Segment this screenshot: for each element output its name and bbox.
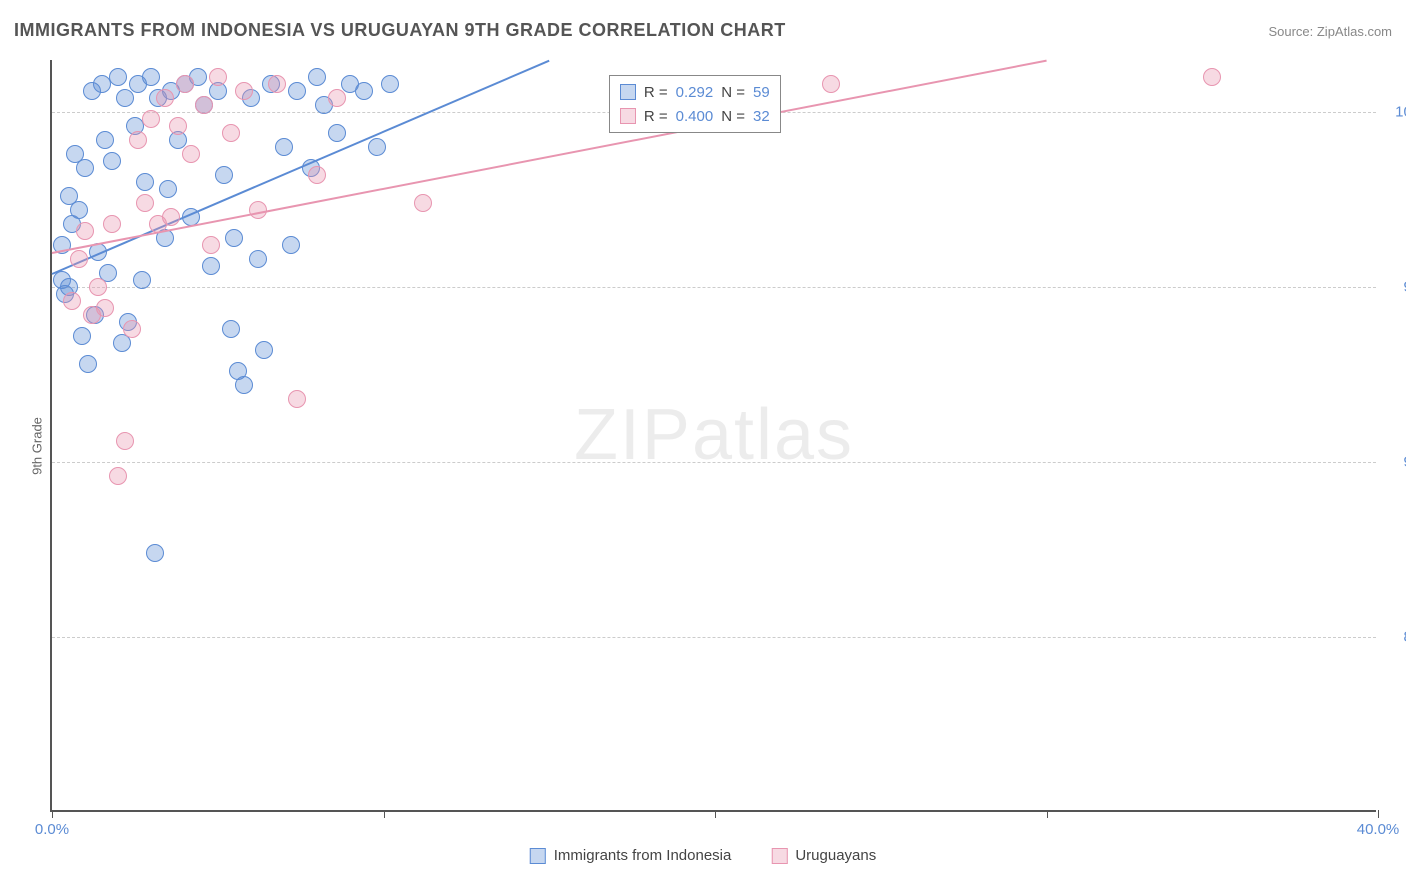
legend-n-label: N = — [721, 84, 745, 101]
scatter-point — [129, 131, 147, 149]
x-tick-mark — [1047, 810, 1048, 818]
scatter-point — [142, 68, 160, 86]
legend-r-value: 0.292 — [676, 84, 714, 101]
legend-swatch-icon — [771, 848, 787, 864]
legend-stats: R = 0.292 N = 59R = 0.400 N = 32 — [609, 75, 781, 133]
scatter-point — [156, 89, 174, 107]
scatter-point — [822, 75, 840, 93]
scatter-point — [225, 229, 243, 247]
scatter-point — [176, 75, 194, 93]
scatter-point — [70, 250, 88, 268]
scatter-point — [116, 89, 134, 107]
scatter-point — [328, 89, 346, 107]
legend-label: Immigrants from Indonesia — [554, 847, 732, 864]
scatter-point — [222, 320, 240, 338]
scatter-point — [209, 68, 227, 86]
scatter-point — [123, 320, 141, 338]
x-tick-mark — [1378, 810, 1379, 818]
chart-title: IMMIGRANTS FROM INDONESIA VS URUGUAYAN 9… — [14, 20, 786, 41]
gridline-h — [52, 462, 1376, 463]
scatter-point — [368, 138, 386, 156]
scatter-point — [63, 292, 81, 310]
scatter-point — [103, 152, 121, 170]
scatter-point — [308, 166, 326, 184]
legend-r-label: R = — [644, 108, 668, 125]
scatter-point — [169, 117, 187, 135]
scatter-point — [136, 173, 154, 191]
legend-item-series-1: Immigrants from Indonesia — [530, 847, 732, 864]
scatter-point — [249, 250, 267, 268]
scatter-point — [381, 75, 399, 93]
scatter-point — [79, 355, 97, 373]
scatter-point — [93, 75, 111, 93]
scatter-point — [159, 180, 177, 198]
legend-r-value: 0.400 — [676, 108, 714, 125]
scatter-point — [109, 467, 127, 485]
scatter-plot: ZIPatlas 85.0%90.0%95.0%100.0%0.0%40.0%R… — [50, 60, 1376, 812]
scatter-point — [103, 215, 121, 233]
scatter-point — [268, 75, 286, 93]
source-label: Source: ZipAtlas.com — [1268, 24, 1392, 39]
scatter-point — [414, 194, 432, 212]
scatter-point — [235, 376, 253, 394]
trend-line — [52, 60, 1047, 254]
legend-swatch-icon — [620, 84, 636, 100]
scatter-point — [76, 222, 94, 240]
scatter-point — [355, 82, 373, 100]
scatter-point — [275, 138, 293, 156]
legend-n-label: N = — [721, 108, 745, 125]
legend-stats-row: R = 0.292 N = 59 — [620, 80, 770, 104]
scatter-point — [222, 124, 240, 142]
scatter-point — [282, 236, 300, 254]
scatter-point — [136, 194, 154, 212]
legend-swatch-icon — [620, 108, 636, 124]
scatter-point — [142, 110, 160, 128]
watermark: ZIPatlas — [574, 394, 854, 476]
x-tick-mark — [715, 810, 716, 818]
scatter-point — [116, 432, 134, 450]
x-tick-mark — [384, 810, 385, 818]
scatter-point — [182, 145, 200, 163]
scatter-point — [73, 327, 91, 345]
scatter-point — [66, 145, 84, 163]
scatter-point — [162, 208, 180, 226]
y-axis-label: 9th Grade — [29, 417, 44, 475]
scatter-point — [109, 68, 127, 86]
legend-bottom: Immigrants from Indonesia Uruguayans — [530, 847, 876, 864]
legend-n-value: 32 — [753, 108, 770, 125]
gridline-h — [52, 287, 1376, 288]
scatter-point — [308, 68, 326, 86]
scatter-point — [146, 544, 164, 562]
legend-n-value: 59 — [753, 84, 770, 101]
scatter-point — [255, 341, 273, 359]
legend-label: Uruguayans — [795, 847, 876, 864]
legend-item-series-2: Uruguayans — [771, 847, 876, 864]
x-tick-label: 40.0% — [1357, 821, 1400, 838]
scatter-point — [96, 299, 114, 317]
legend-r-label: R = — [644, 84, 668, 101]
legend-stats-row: R = 0.400 N = 32 — [620, 104, 770, 128]
scatter-point — [202, 236, 220, 254]
scatter-point — [89, 278, 107, 296]
scatter-point — [96, 131, 114, 149]
y-tick-label: 100.0% — [1395, 104, 1406, 121]
legend-swatch-icon — [530, 848, 546, 864]
gridline-h — [52, 637, 1376, 638]
x-tick-label: 0.0% — [35, 821, 69, 838]
scatter-point — [215, 166, 233, 184]
scatter-point — [328, 124, 346, 142]
scatter-point — [133, 271, 151, 289]
scatter-point — [195, 96, 213, 114]
scatter-point — [1203, 68, 1221, 86]
scatter-point — [60, 187, 78, 205]
scatter-point — [288, 82, 306, 100]
scatter-point — [288, 390, 306, 408]
scatter-point — [235, 82, 253, 100]
x-tick-mark — [52, 810, 53, 818]
scatter-point — [202, 257, 220, 275]
